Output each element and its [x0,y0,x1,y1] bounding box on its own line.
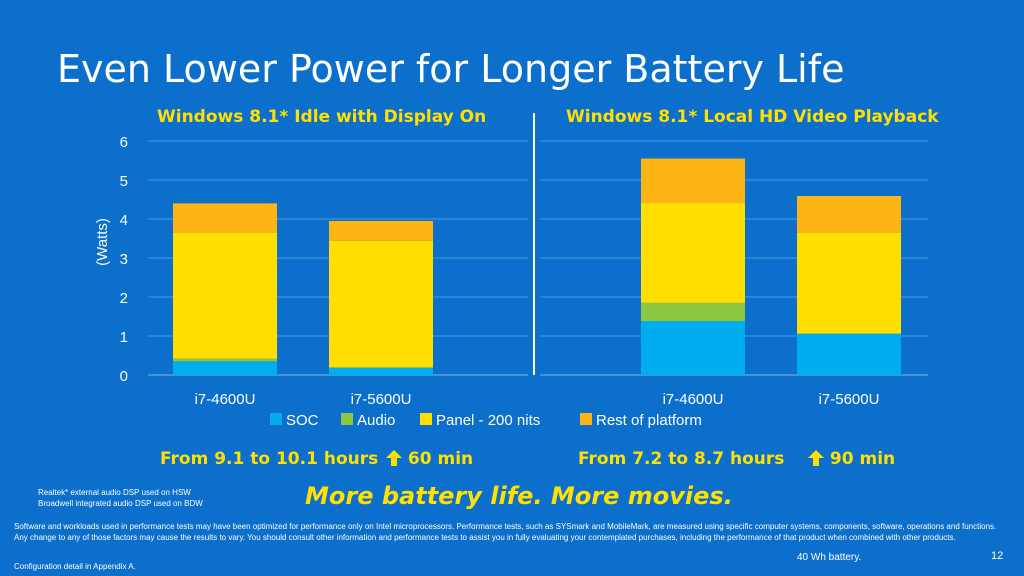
up-arrow-icon [386,450,402,466]
bar-segment [329,367,433,375]
bar-segment [329,240,433,368]
legend-label: Rest of platform [596,412,702,429]
tagline: More battery life. More movies. [305,482,733,510]
bar-segment [173,361,277,375]
y-tick-label: 2 [120,290,128,307]
y-tick-label: 3 [120,251,128,268]
legend-swatch [341,413,353,425]
x-tick-label: i7-4600U [195,391,256,408]
legend-label: SOC [286,412,319,429]
bar-segment [797,232,901,334]
up-arrow-icon [808,450,824,466]
slide-title: Even Lower Power for Longer Battery Life [57,47,845,91]
bar-segment [173,358,277,362]
y-tick-label: 6 [120,134,128,151]
y-tick-label: 0 [120,368,128,385]
bar-segment [173,232,277,359]
x-tick-label: i7-5600U [351,391,412,408]
battery-note: 40 Wh battery. [797,552,862,563]
y-axis-label: (Watts) [94,218,111,266]
idle-gain-label: 60 min [407,449,474,469]
x-tick-label: i7-4600U [663,391,724,408]
bar-segment [329,367,433,368]
legend-swatch [270,413,282,425]
y-tick-label: 5 [120,173,128,190]
legend-swatch [580,413,592,425]
legend-label: Audio [357,412,395,429]
video-battery-summary: From 7.2 to 8.7 hours [578,449,785,469]
bar-segment [797,195,901,233]
x-tick-label: i7-5600U [819,391,880,408]
bar-segment [173,203,277,233]
audio-note-bdw: Broadwell integrated audio DSP used on B… [38,499,203,508]
y-tick-label: 4 [120,212,128,229]
legend-swatch [420,413,432,425]
disclaimer-text: Software and workloads used in performan… [14,522,997,542]
bar-segment [641,321,745,375]
bar-segment [329,220,433,241]
panel-title-video: Windows 8.1* Local HD Video Playback [566,107,939,127]
legend-label: Panel - 200 nits [436,412,540,429]
y-tick-label: 1 [120,329,128,346]
video-gain-label: 90 min [829,449,896,469]
page-number: 12 [991,550,1004,562]
bar-segment [797,333,901,375]
bar-segment [641,302,745,322]
audio-note-hsw: Realtek* external audio DSP used on HSW [38,488,191,497]
bar-segment [641,202,745,303]
panel-title-idle: Windows 8.1* Idle with Display On [157,107,487,127]
appendix-note: Configuration detail in Appendix A. [14,562,136,571]
idle-battery-gain: 60 min [386,449,473,469]
video-battery-gain: 90 min [808,449,895,469]
audio-footnote: Realtek* external audio DSP used on HSW … [38,487,203,509]
bar-segment [641,158,745,203]
idle-battery-summary: From 9.1 to 10.1 hours [160,449,379,469]
